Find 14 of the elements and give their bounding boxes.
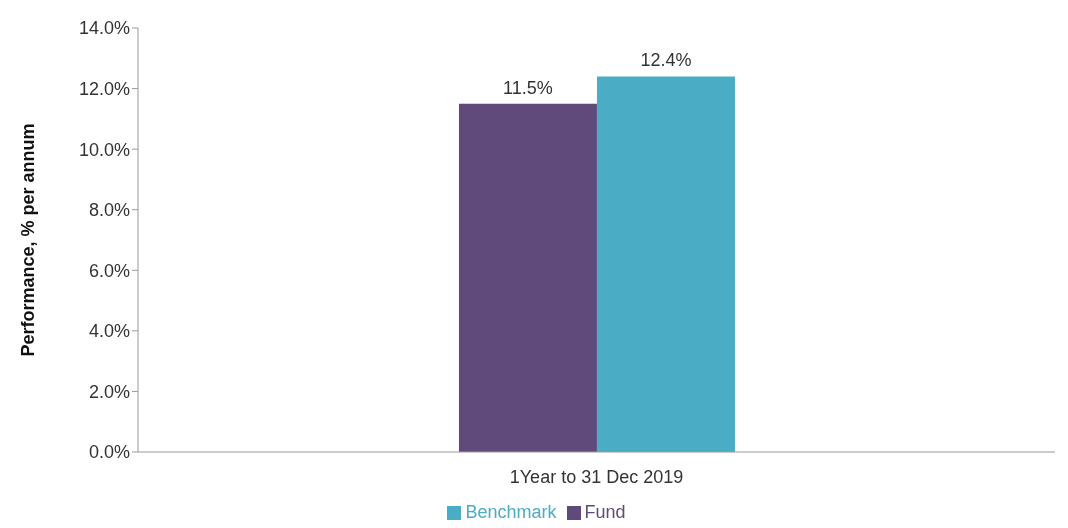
x-tick-label: 1Year to 31 Dec 2019 [509, 466, 684, 487]
data-label: 11.5% [503, 77, 553, 98]
y-tick-label: 6.0% [88, 260, 130, 281]
legend-label: Benchmark [465, 502, 557, 522]
y-tick-label: 14.0% [78, 18, 130, 39]
data-label: 12.4% [640, 50, 692, 71]
y-tick-label: 4.0% [88, 321, 130, 342]
y-tick-label: 0.0% [88, 442, 130, 463]
legend-label: Fund [584, 502, 626, 522]
y-tick-label: 10.0% [78, 139, 130, 160]
y-tick-label: 12.0% [78, 78, 130, 99]
y-axis-title: Performance, % per annum [18, 123, 39, 357]
y-tick-label: 8.0% [88, 200, 130, 221]
y-tick-label: 2.0% [88, 381, 130, 402]
